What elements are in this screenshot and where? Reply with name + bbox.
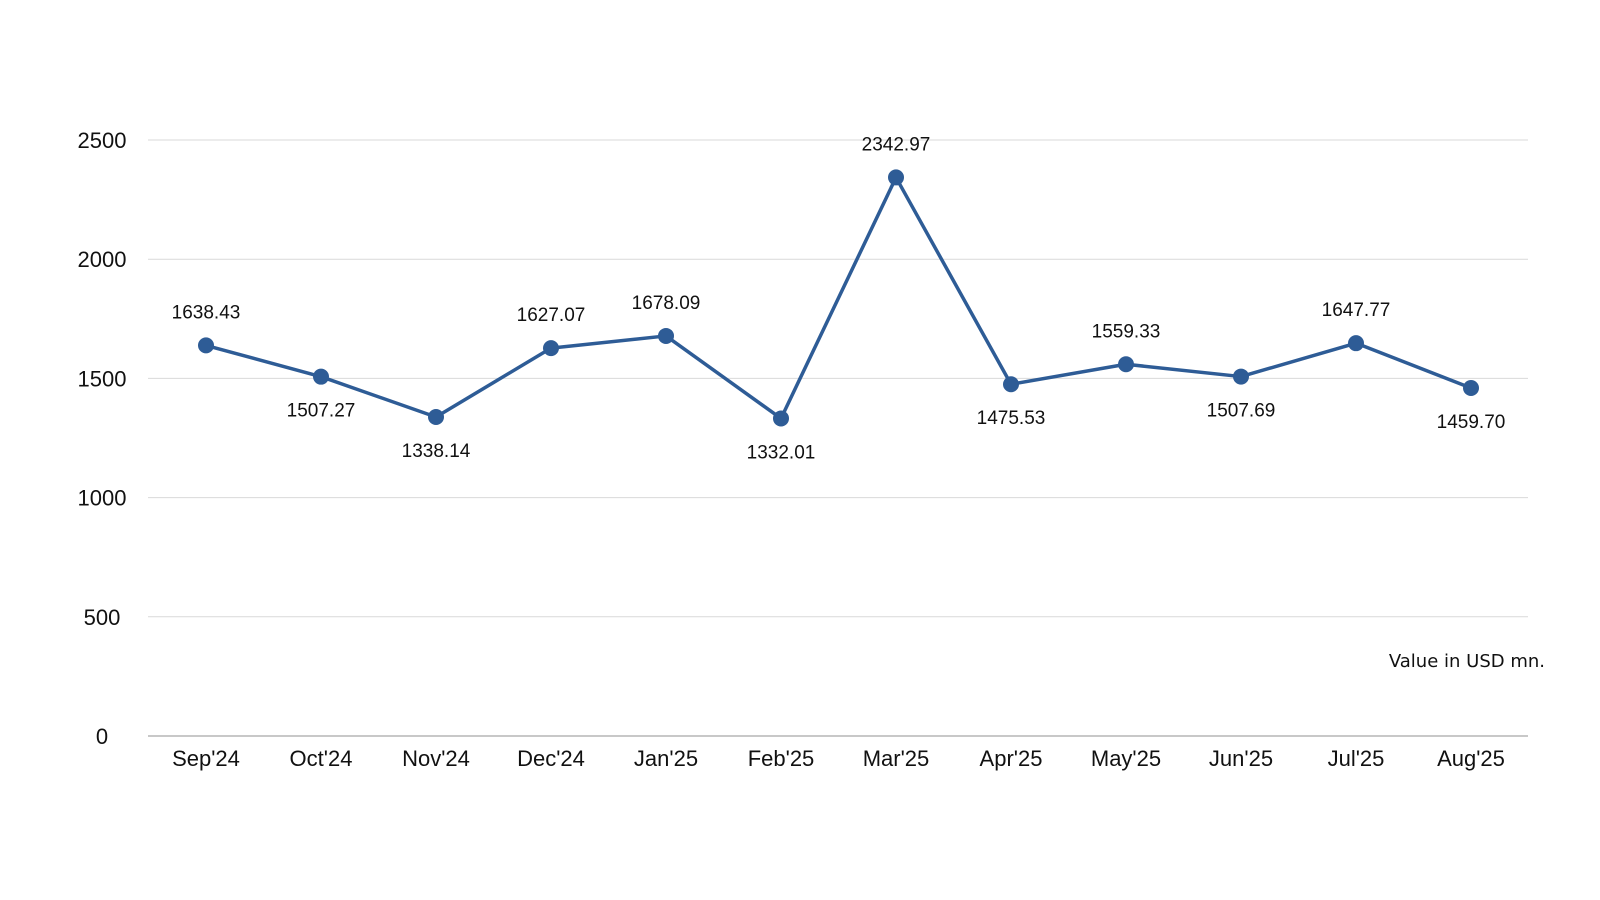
data-point-marker [1348, 335, 1364, 352]
data-label: 1332.01 [747, 442, 816, 463]
data-point-marker [888, 169, 904, 186]
y-tick-label: 500 [84, 605, 121, 630]
data-point-marker [428, 408, 444, 425]
series-polyline [204, 175, 1473, 421]
y-tick-label: 0 [96, 724, 108, 749]
x-tick-label: Apr'25 [980, 746, 1043, 771]
data-label: 1507.69 [1207, 401, 1276, 422]
data-label: 1475.53 [977, 408, 1046, 429]
data-label: 2342.97 [862, 134, 931, 155]
data-point-marker [773, 410, 789, 427]
x-tick-label: Oct'24 [290, 746, 353, 771]
data-label: 1459.70 [1437, 412, 1506, 433]
data-point-marker [1233, 368, 1249, 385]
x-tick-label: Feb'25 [748, 746, 815, 771]
data-labels: 1638.43 1507.27 1338.14 1627.07 1678.09 1332.… [172, 134, 1506, 463]
x-tick-label: Mar'25 [863, 746, 930, 771]
x-tick-label: Jan'25 [634, 746, 698, 771]
data-point-marker [658, 327, 674, 344]
unit-note: Value in USD mn. [1389, 651, 1545, 672]
data-label: 1338.14 [402, 441, 471, 462]
data-point-marker [1463, 380, 1479, 397]
y-tick-label: 1000 [78, 486, 127, 511]
x-tick-label: Aug'25 [1437, 746, 1505, 771]
data-label: 1627.07 [517, 305, 586, 326]
x-axis: Sep'24 Oct'24 Nov'24 Dec'24 Jan'25 Feb'25 Mar'… [148, 735, 1528, 771]
series-line [204, 175, 1473, 421]
x-tick-label: Dec'24 [517, 746, 585, 771]
x-tick-label: Jul'25 [1328, 746, 1385, 771]
data-point-marker [543, 340, 559, 357]
y-tick-label: 2500 [78, 128, 127, 153]
x-tick-label: Jun'25 [1209, 746, 1273, 771]
data-point-marker [198, 337, 214, 354]
data-label: 1647.77 [1322, 300, 1391, 321]
data-point-marker [1118, 356, 1134, 373]
y-tick-label: 2000 [78, 247, 127, 272]
data-points [198, 169, 1479, 427]
gridlines [148, 139, 1528, 618]
data-label: 1678.09 [632, 293, 701, 314]
data-point-marker [313, 368, 329, 385]
x-tick-label: Sep'24 [172, 746, 240, 771]
x-tick-label: May'25 [1091, 746, 1161, 771]
data-label: 1638.43 [172, 302, 241, 323]
data-label: 1559.33 [1092, 321, 1161, 342]
y-axis: 0 500 1000 1500 2000 2500 [78, 128, 127, 749]
data-point-marker [1003, 376, 1019, 393]
x-tick-label: Nov'24 [402, 746, 470, 771]
data-label: 1507.27 [287, 401, 356, 422]
y-tick-label: 1500 [78, 366, 127, 391]
